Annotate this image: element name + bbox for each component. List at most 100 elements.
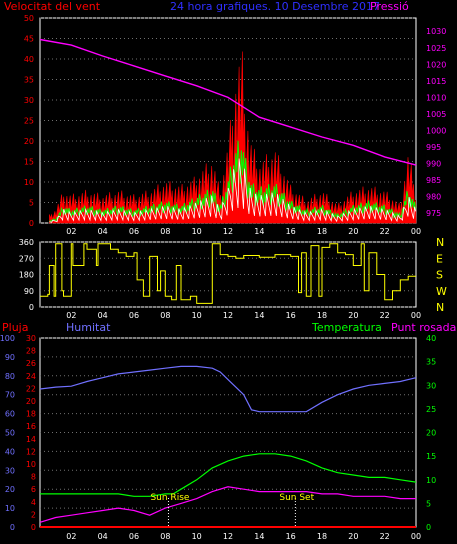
pressure-tick-label: 1030: [426, 27, 446, 36]
rain-tick-label: 24: [26, 372, 36, 381]
wind-tick-label: 0: [29, 219, 34, 228]
rain-tick-label: 20: [26, 397, 36, 406]
wind-tick-label: 5: [29, 199, 34, 208]
temp-humidity-series: [39, 365, 417, 528]
wind-speed-line: [49, 158, 417, 223]
humidity-legend: Humitat: [66, 321, 111, 334]
x-tick-label: 04: [98, 532, 108, 541]
x-tick-label: 10: [192, 311, 202, 320]
wind-pressure-series: [39, 38, 417, 224]
humidity-tick-label: 100: [0, 334, 15, 343]
wind-average-line: [49, 140, 417, 223]
rain-tick-label: 8: [31, 473, 36, 482]
humidity-tick-label: 0: [10, 523, 15, 532]
humidity-tick-label: 60: [5, 410, 15, 419]
dewpoint-line: [39, 486, 416, 523]
pressure-tick-label: 975: [426, 209, 441, 218]
pressure-tick-label: 985: [426, 176, 441, 185]
humidity-tick-label: 50: [5, 429, 15, 438]
x-tick-label: 04: [98, 227, 108, 236]
sunrise-label: Sun Rise: [150, 493, 189, 503]
x-tick-label: 06: [129, 311, 139, 320]
x-tick-label: 12: [223, 311, 233, 320]
wind-tick-label: 15: [24, 158, 34, 167]
pressure-tick-label: 980: [426, 193, 441, 202]
pressure-tick-label: 1020: [426, 60, 446, 69]
temperature-line: [40, 453, 417, 497]
x-tick-label: 22: [380, 532, 390, 541]
x-tick-label: 08: [160, 311, 170, 320]
wind-tick-label: 30: [24, 96, 34, 105]
temperature-tick-label: 15: [426, 452, 436, 461]
x-tick-label: 20: [348, 532, 358, 541]
pressure-tick-label: 1000: [426, 126, 446, 135]
temperature-legend: Temperatura: [311, 321, 382, 334]
temperature-tick-label: 40: [426, 334, 436, 343]
wind-tick-label: 10: [24, 178, 34, 187]
x-tick-label: 00: [411, 311, 421, 320]
humidity-tick-label: 30: [5, 466, 15, 475]
temperature-tick-label: 0: [426, 523, 431, 532]
x-tick-label: 08: [160, 227, 170, 236]
x-tick-label: 10: [192, 227, 202, 236]
compass-label: N: [436, 301, 444, 314]
compass-label: W: [436, 285, 447, 298]
direction-tick-label: 180: [19, 271, 34, 280]
x-tick-label: 20: [348, 227, 358, 236]
rain-tick-label: 2: [31, 510, 36, 519]
pressure-label: Pressió: [370, 0, 409, 13]
sunset-label: Sun Set: [279, 493, 314, 503]
rain-tick-label: 22: [26, 384, 36, 393]
rain-tick-label: 0: [31, 523, 36, 532]
x-tick-label: 06: [129, 532, 139, 541]
rain-tick-label: 28: [26, 347, 36, 356]
direction-tick-label: 90: [24, 287, 34, 296]
pressure-tick-label: 1015: [426, 77, 446, 86]
x-tick-label: 02: [66, 311, 76, 320]
wind-tick-label: 25: [24, 117, 34, 126]
humidity-tick-label: 80: [5, 372, 15, 381]
x-tick-label: 08: [160, 532, 170, 541]
wind-tick-label: 35: [24, 76, 34, 85]
temperature-tick-label: 20: [426, 429, 436, 438]
x-tick-label: 22: [380, 227, 390, 236]
compass-label: N: [436, 236, 444, 249]
humidity-tick-label: 40: [5, 447, 15, 456]
x-tick-label: 16: [286, 532, 296, 541]
humidity-tick-label: 10: [5, 504, 15, 513]
temperature-tick-label: 30: [426, 381, 436, 390]
rain-tick-label: 16: [26, 422, 36, 431]
direction-grid: [40, 241, 416, 308]
rain-legend: Pluja: [2, 321, 28, 334]
humidity-tick-label: 20: [5, 485, 15, 494]
wind-tick-label: 45: [24, 35, 34, 44]
temp-grid: [40, 337, 416, 528]
x-tick-label: 12: [223, 532, 233, 541]
direction-tick-label: 360: [19, 238, 34, 247]
wind-speed-label: Velocitat del vent: [4, 0, 101, 13]
x-tick-label: 20: [348, 311, 358, 320]
pressure-tick-label: 995: [426, 143, 441, 152]
temperature-tick-label: 35: [426, 358, 436, 367]
x-tick-label: 00: [411, 227, 421, 236]
wind-tick-label: 50: [24, 14, 34, 23]
wind-tick-label: 40: [24, 55, 34, 64]
humidity-tick-label: 70: [5, 391, 15, 400]
x-tick-label: 02: [66, 532, 76, 541]
rain-tick-label: 12: [26, 447, 36, 456]
rain-tick-label: 4: [31, 498, 36, 507]
x-tick-label: 18: [317, 311, 327, 320]
x-tick-label: 12: [223, 227, 233, 236]
x-tick-label: 16: [286, 311, 296, 320]
x-tick-label: 02: [66, 227, 76, 236]
x-tick-label: 04: [98, 311, 108, 320]
rain-tick-label: 14: [26, 435, 36, 444]
compass-label: S: [436, 269, 443, 282]
pressure-tick-label: 1025: [426, 44, 446, 53]
x-tick-label: 16: [286, 227, 296, 236]
rain-tick-label: 18: [26, 410, 36, 419]
compass-label: E: [436, 252, 443, 265]
chart-title: 24 hora grafiques. 10 Desembre 2017: [170, 0, 380, 13]
direction-tick-label: 270: [19, 254, 34, 263]
